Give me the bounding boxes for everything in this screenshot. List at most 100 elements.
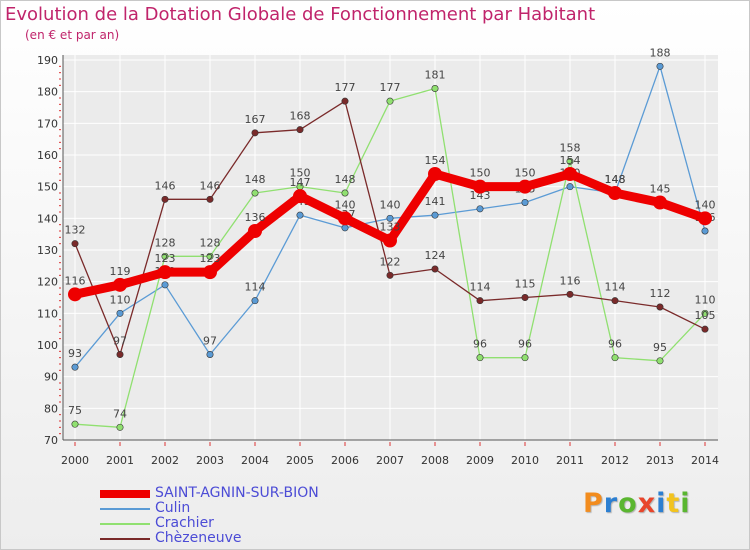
data-label: 168: [290, 110, 311, 123]
data-point: [608, 186, 622, 200]
legend-label: SAINT-AGNIN-SUR-BION: [155, 485, 319, 501]
data-label: 154: [560, 154, 581, 167]
data-point: [341, 97, 349, 105]
x-tick-label: 2014: [691, 454, 719, 467]
data-label: 177: [335, 81, 356, 94]
data-point: [116, 350, 124, 358]
x-tick-label: 2004: [241, 454, 269, 467]
data-label: 188: [650, 46, 671, 59]
legend-label: Chèzeneuve: [155, 530, 242, 546]
data-label: 124: [425, 249, 446, 262]
logo-letter: i: [656, 488, 667, 519]
data-point: [701, 227, 709, 235]
logo-letter: o: [618, 488, 638, 519]
data-label: 115: [515, 278, 536, 291]
chart-title: Evolution de la Dotation Globale de Fonc…: [5, 4, 596, 25]
data-point: [701, 309, 709, 317]
data-label: 96: [518, 338, 532, 351]
data-label: 128: [200, 236, 221, 249]
data-point: [386, 97, 394, 105]
data-point: [203, 265, 217, 280]
data-point: [521, 293, 529, 301]
y-tick-label: 150: [37, 181, 58, 194]
data-point: [476, 354, 484, 362]
data-point: [431, 85, 439, 93]
data-label: 177: [380, 81, 401, 94]
data-point: [206, 195, 214, 203]
data-point: [476, 205, 484, 213]
y-tick-label: 120: [37, 276, 58, 289]
y-tick-label: 80: [44, 402, 58, 415]
logo-letter: r: [603, 488, 619, 519]
chart-subtitle: (en € et par an): [25, 28, 120, 42]
data-label: 145: [650, 183, 671, 196]
data-label: 97: [203, 335, 217, 348]
data-label: 132: [65, 224, 86, 237]
data-label: 95: [653, 341, 667, 354]
data-label: 93: [68, 347, 82, 360]
data-point: [338, 211, 352, 226]
data-point: [341, 189, 349, 197]
data-label: 133: [380, 221, 401, 234]
y-tick-label: 70: [44, 434, 58, 447]
data-label: 167: [245, 113, 266, 126]
data-point: [611, 297, 619, 305]
data-label: 75: [68, 404, 82, 417]
data-label: 116: [560, 274, 581, 287]
data-label: 114: [245, 281, 266, 294]
data-point: [116, 423, 124, 431]
legend-swatch: [100, 523, 150, 525]
data-label: 96: [473, 338, 487, 351]
data-label: 150: [470, 167, 491, 180]
data-point: [518, 179, 532, 194]
data-label: 150: [515, 167, 536, 180]
data-point: [428, 167, 442, 181]
data-label: 154: [425, 154, 446, 167]
data-point: [656, 357, 664, 365]
data-point: [656, 303, 664, 311]
x-tick-label: 2001: [106, 454, 134, 467]
data-point: [296, 126, 304, 134]
data-point: [611, 354, 619, 362]
data-point: [476, 297, 484, 305]
data-label: 112: [650, 287, 671, 300]
data-point: [653, 195, 667, 210]
x-tick-label: 2009: [466, 454, 494, 467]
data-label: 143: [470, 189, 491, 202]
x-tick-label: 2002: [151, 454, 179, 467]
data-label: 147: [290, 176, 311, 189]
data-point: [248, 224, 262, 238]
data-label: 97: [113, 335, 127, 348]
legend-swatch: [100, 490, 150, 498]
data-label: 146: [155, 179, 176, 192]
data-point: [566, 157, 574, 165]
data-point: [161, 281, 169, 289]
data-label: 158: [560, 141, 581, 154]
x-tick-label: 2012: [601, 454, 629, 467]
data-label: 114: [470, 281, 491, 294]
data-label: 110: [110, 293, 131, 306]
data-point: [563, 167, 577, 181]
logo-letter: i: [680, 488, 691, 519]
data-point: [71, 363, 79, 371]
data-point: [521, 199, 529, 207]
legend-swatch: [100, 538, 150, 540]
y-tick-label: 190: [37, 54, 58, 67]
x-tick-label: 2008: [421, 454, 449, 467]
x-tick-label: 2006: [331, 454, 359, 467]
proxiti-logo: Proxiti: [583, 488, 691, 519]
data-label: 123: [200, 252, 221, 265]
data-point: [656, 62, 664, 70]
data-label: 119: [110, 265, 131, 278]
data-point: [116, 309, 124, 317]
data-point: [386, 271, 394, 279]
data-label: 150: [290, 167, 311, 180]
data-label: 181: [425, 69, 446, 82]
data-point: [71, 420, 79, 428]
x-tick-label: 2013: [646, 454, 674, 467]
data-label: 123: [155, 252, 176, 265]
legend-label: Crachier: [155, 515, 214, 531]
y-tick-label: 90: [44, 371, 58, 384]
data-label: 136: [245, 211, 266, 224]
